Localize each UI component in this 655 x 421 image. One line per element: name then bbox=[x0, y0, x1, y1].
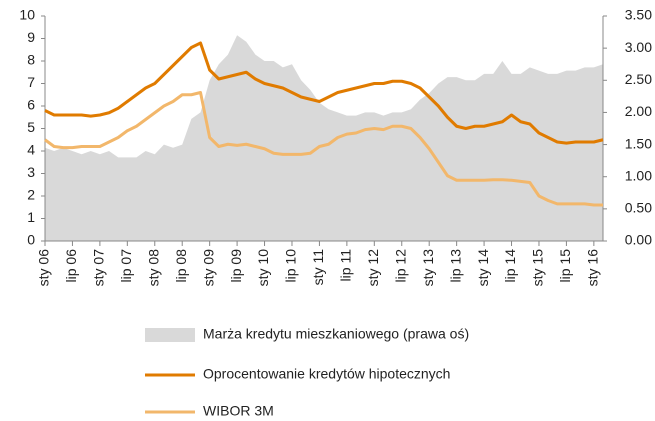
y-tick-label: 7 bbox=[27, 74, 35, 90]
x-tick-label: lip 13 bbox=[447, 249, 463, 283]
line bbox=[44, 91, 603, 207]
x-tick-label: sty 11 bbox=[310, 249, 326, 286]
x-tick-label: sty 13 bbox=[420, 249, 436, 287]
line bbox=[44, 41, 604, 145]
y2-tick-label: 3.00 bbox=[625, 39, 652, 55]
x-tick-label: sty 09 bbox=[200, 249, 216, 287]
y-tick-label: 6 bbox=[27, 97, 35, 113]
x-tick-label: sty 10 bbox=[255, 249, 271, 287]
y-tick-label: 10 bbox=[19, 7, 35, 23]
legend-swatch bbox=[145, 328, 195, 342]
x-tick-label: sty 15 bbox=[530, 249, 546, 287]
area bbox=[45, 35, 603, 242]
x-tick-label: sty 12 bbox=[365, 249, 381, 287]
legend-label: Marża kredytu mieszkaniowego (prawa oś) bbox=[203, 326, 469, 342]
y2-tick-label: 1.00 bbox=[625, 167, 652, 183]
x-tick-label: sty 08 bbox=[145, 249, 161, 287]
y-tick-label: 3 bbox=[27, 164, 35, 180]
y-tick-label: 5 bbox=[27, 119, 35, 135]
y-tick-label: 8 bbox=[27, 52, 35, 68]
y2-tick-label: 0.50 bbox=[625, 200, 652, 216]
x-tick-label: lip 09 bbox=[228, 249, 244, 283]
y-tick-label: 9 bbox=[27, 29, 35, 45]
legend-label: Oprocentowanie kredytów hipotecznych bbox=[203, 366, 450, 382]
x-tick-label: lip 08 bbox=[173, 249, 189, 283]
y-tick-label: 4 bbox=[27, 142, 35, 158]
x-tick-label: sty 07 bbox=[91, 249, 107, 287]
x-tick-label: lip 12 bbox=[392, 249, 408, 283]
y-tick-label: 1 bbox=[27, 209, 35, 225]
x-tick-label: lip 15 bbox=[557, 249, 573, 283]
x-tick-label: lip 11 bbox=[338, 249, 354, 282]
x-tick-label: lip 06 bbox=[63, 249, 79, 283]
x-tick-label: sty 16 bbox=[585, 249, 601, 287]
x-tick-label: lip 14 bbox=[502, 249, 518, 283]
y-tick-label: 0 bbox=[27, 232, 35, 248]
x-tick-label: lip 10 bbox=[283, 249, 299, 283]
y2-tick-label: 2.00 bbox=[625, 103, 652, 119]
y2-tick-label: 1.50 bbox=[625, 135, 652, 151]
y2-tick-label: 0.00 bbox=[625, 232, 652, 248]
x-tick-label: lip 07 bbox=[118, 249, 134, 283]
y2-tick-label: 3.50 bbox=[625, 7, 652, 23]
x-tick-label: sty 06 bbox=[36, 249, 52, 287]
y2-tick-label: 2.50 bbox=[625, 71, 652, 87]
legend-label: WIBOR 3M bbox=[203, 403, 274, 419]
x-tick-label: sty 14 bbox=[475, 249, 491, 287]
y-tick-label: 2 bbox=[27, 187, 35, 203]
